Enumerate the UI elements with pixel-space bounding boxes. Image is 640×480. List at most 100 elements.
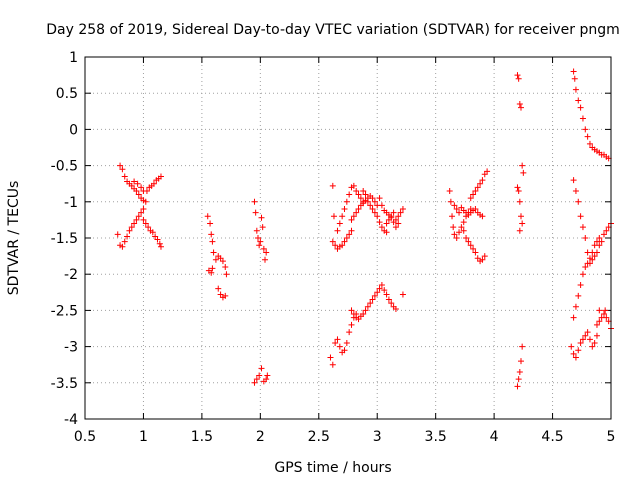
data-point — [222, 263, 229, 270]
data-point — [336, 343, 343, 350]
data-point — [517, 213, 524, 220]
data-point — [472, 206, 479, 213]
data-point — [348, 216, 355, 223]
data-point — [575, 347, 582, 354]
data-point — [579, 271, 586, 278]
chart-title: Day 258 of 2019, Sidereal Day-to-day VTE… — [46, 22, 620, 38]
data-point — [350, 182, 357, 189]
data-point — [329, 361, 336, 368]
data-point — [119, 243, 126, 250]
data-point — [519, 343, 526, 350]
x-tick-label: 1.5 — [191, 429, 213, 445]
data-point — [357, 195, 364, 202]
data-point — [392, 224, 399, 231]
data-point — [515, 75, 522, 82]
y-tick-label: -2.5 — [51, 303, 78, 319]
data-point — [516, 101, 523, 108]
data-point — [519, 220, 526, 227]
data-point — [329, 182, 336, 189]
data-point — [577, 213, 584, 220]
data-point — [516, 198, 523, 205]
data-point — [450, 224, 457, 231]
data-point — [397, 209, 404, 216]
data-point — [154, 236, 161, 243]
y-tick-label: -0.5 — [51, 159, 78, 175]
data-point — [385, 296, 392, 303]
data-point — [577, 282, 584, 289]
data-point — [584, 260, 591, 267]
data-point — [460, 227, 467, 234]
data-point — [586, 140, 593, 147]
y-tick-label: 0 — [69, 122, 78, 138]
x-tick-label: 1 — [139, 429, 148, 445]
data-point — [479, 213, 486, 220]
data-point — [258, 365, 265, 372]
data-point — [449, 213, 456, 220]
y-tick-label: 1 — [69, 50, 78, 66]
data-point — [378, 224, 385, 231]
data-point — [140, 206, 147, 213]
data-point — [474, 184, 481, 191]
data-point — [353, 209, 360, 216]
data-point — [579, 115, 586, 122]
data-point — [600, 311, 607, 318]
data-point — [568, 343, 575, 350]
data-point — [572, 187, 579, 194]
data-point — [467, 195, 474, 202]
data-point — [460, 219, 467, 226]
data-point — [145, 224, 152, 231]
data-point — [346, 231, 353, 238]
data-point — [514, 72, 521, 79]
data-point — [584, 329, 591, 336]
data-point — [332, 339, 339, 346]
data-point — [329, 238, 336, 245]
data-point — [571, 75, 578, 82]
data-point — [579, 224, 586, 231]
data-points — [114, 68, 614, 390]
data-point — [589, 343, 596, 350]
data-point — [596, 307, 603, 314]
data-point — [334, 336, 341, 343]
data-point — [209, 265, 216, 272]
data-point — [575, 97, 582, 104]
data-point — [258, 214, 265, 221]
data-point — [138, 209, 145, 216]
data-point — [121, 173, 128, 180]
data-point — [591, 242, 598, 249]
data-point — [383, 291, 390, 298]
data-point — [252, 209, 259, 216]
x-axis-label: GPS time / hours — [274, 460, 391, 476]
data-point — [256, 372, 263, 379]
data-point — [263, 249, 270, 256]
data-point — [383, 220, 390, 227]
data-point — [470, 191, 477, 198]
data-point — [156, 240, 163, 247]
data-point — [600, 231, 607, 238]
plot-frame — [84, 56, 612, 420]
x-tick-label: 0.5 — [74, 429, 96, 445]
data-point — [447, 198, 454, 205]
data-point — [371, 292, 378, 299]
data-point — [131, 220, 138, 227]
data-point — [388, 213, 395, 220]
data-point — [135, 191, 142, 198]
data-point — [367, 300, 374, 307]
data-point — [572, 354, 579, 361]
data-point — [353, 187, 360, 194]
data-point — [371, 198, 378, 205]
data-point — [355, 191, 362, 198]
data-point — [593, 332, 600, 339]
data-point — [575, 292, 582, 299]
data-point — [481, 253, 488, 260]
data-point — [399, 291, 406, 298]
data-point — [208, 231, 215, 238]
data-point — [348, 321, 355, 328]
grid — [85, 57, 611, 419]
data-point — [336, 220, 343, 227]
data-point — [458, 224, 465, 231]
data-point — [579, 336, 586, 343]
data-point — [222, 292, 229, 299]
y-axis-label: SDTVAR / TECUs — [6, 181, 22, 296]
data-point — [339, 213, 346, 220]
data-point — [446, 187, 453, 194]
